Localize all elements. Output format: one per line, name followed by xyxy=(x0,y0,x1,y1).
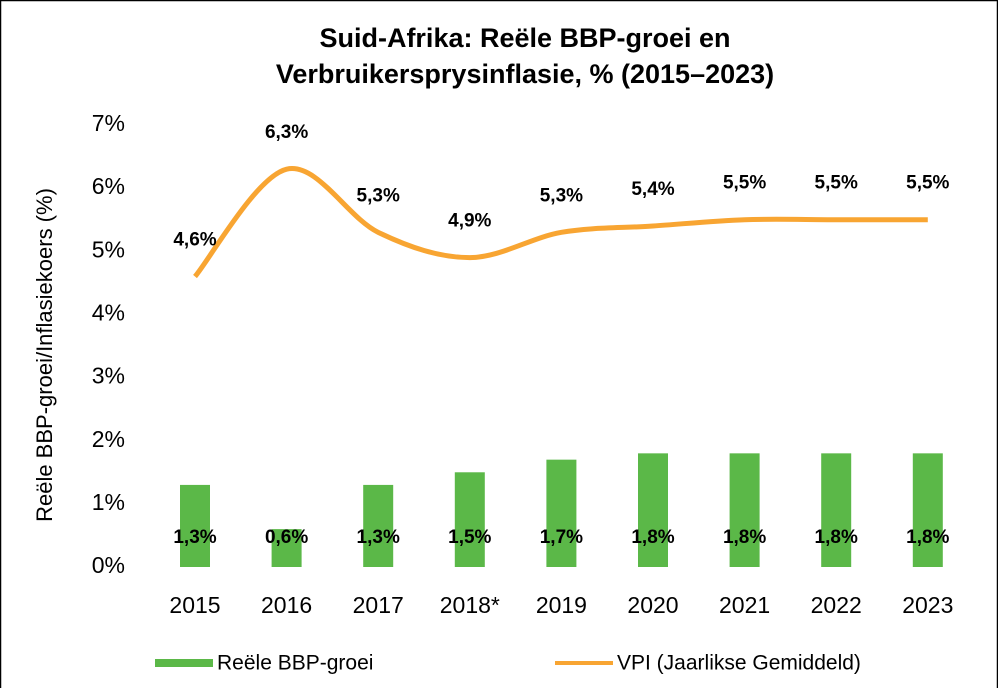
x-tick-label: 2019 xyxy=(536,592,587,618)
line-value-label: 5,3% xyxy=(540,185,583,206)
y-tick-label: 0% xyxy=(92,552,125,578)
line xyxy=(193,166,928,279)
bar xyxy=(729,453,760,567)
bar-value-label: 1,8% xyxy=(815,527,858,548)
x-tick-label: 2015 xyxy=(169,592,220,618)
bar-value-label: 1,3% xyxy=(357,527,400,548)
y-tick-label: 2% xyxy=(92,426,125,452)
legend-label: VPI (Jaarlikse Gemiddeld) xyxy=(617,652,861,675)
x-tick-label: 2023 xyxy=(902,592,953,618)
line-value-label: 5,4% xyxy=(631,179,674,200)
x-tick-label: 2021 xyxy=(719,592,770,618)
chart-title: Suid-Afrika: Reële BBP-groei en xyxy=(319,23,730,53)
x-tick-label: 2017 xyxy=(353,592,404,618)
line-value-label: 5,5% xyxy=(815,173,858,194)
y-tick-label: 3% xyxy=(92,363,125,389)
y-tick-label: 1% xyxy=(92,489,125,515)
y-axis-title: Reële BBP-groei/Inflasiekoers (%) xyxy=(32,188,57,522)
bar-value-label: 1,8% xyxy=(906,527,949,548)
bar-value-label: 1,3% xyxy=(173,527,216,548)
line-value-label: 5,5% xyxy=(906,173,949,194)
bar-value-label: 0,6% xyxy=(265,527,308,548)
y-tick-label: 5% xyxy=(92,236,125,262)
y-tick-label: 6% xyxy=(92,173,125,199)
line-value-label: 4,6% xyxy=(173,230,216,251)
y-tick-label: 7% xyxy=(92,110,125,136)
line-value-label: 4,9% xyxy=(448,211,491,232)
line-value-label: 5,5% xyxy=(723,173,766,194)
bar xyxy=(363,484,394,567)
bar xyxy=(180,484,210,567)
bar xyxy=(546,459,577,567)
x-tick-label: 2018* xyxy=(440,592,500,618)
bar-value-label: 1,5% xyxy=(448,527,491,548)
bar xyxy=(271,529,302,567)
x-tick-label: 2022 xyxy=(811,592,862,618)
bar-value-label: 1,7% xyxy=(540,527,583,548)
y-tick-label: 4% xyxy=(92,300,125,326)
bar xyxy=(821,453,852,567)
bar xyxy=(454,472,485,567)
line-value-label: 5,3% xyxy=(357,185,400,206)
bar-value-label: 1,8% xyxy=(723,527,766,548)
bar-value-label: 1,8% xyxy=(631,527,674,548)
x-tick-label: 2020 xyxy=(627,592,678,618)
line-value-label: 6,3% xyxy=(265,122,308,143)
bar xyxy=(638,453,668,567)
bar xyxy=(912,453,943,567)
x-tick-label: 2016 xyxy=(261,592,312,618)
legend-label: Reële BBP-groei xyxy=(217,652,373,675)
chart-title: Verbruikersprysinflasie, % (2015–2023) xyxy=(276,59,774,89)
